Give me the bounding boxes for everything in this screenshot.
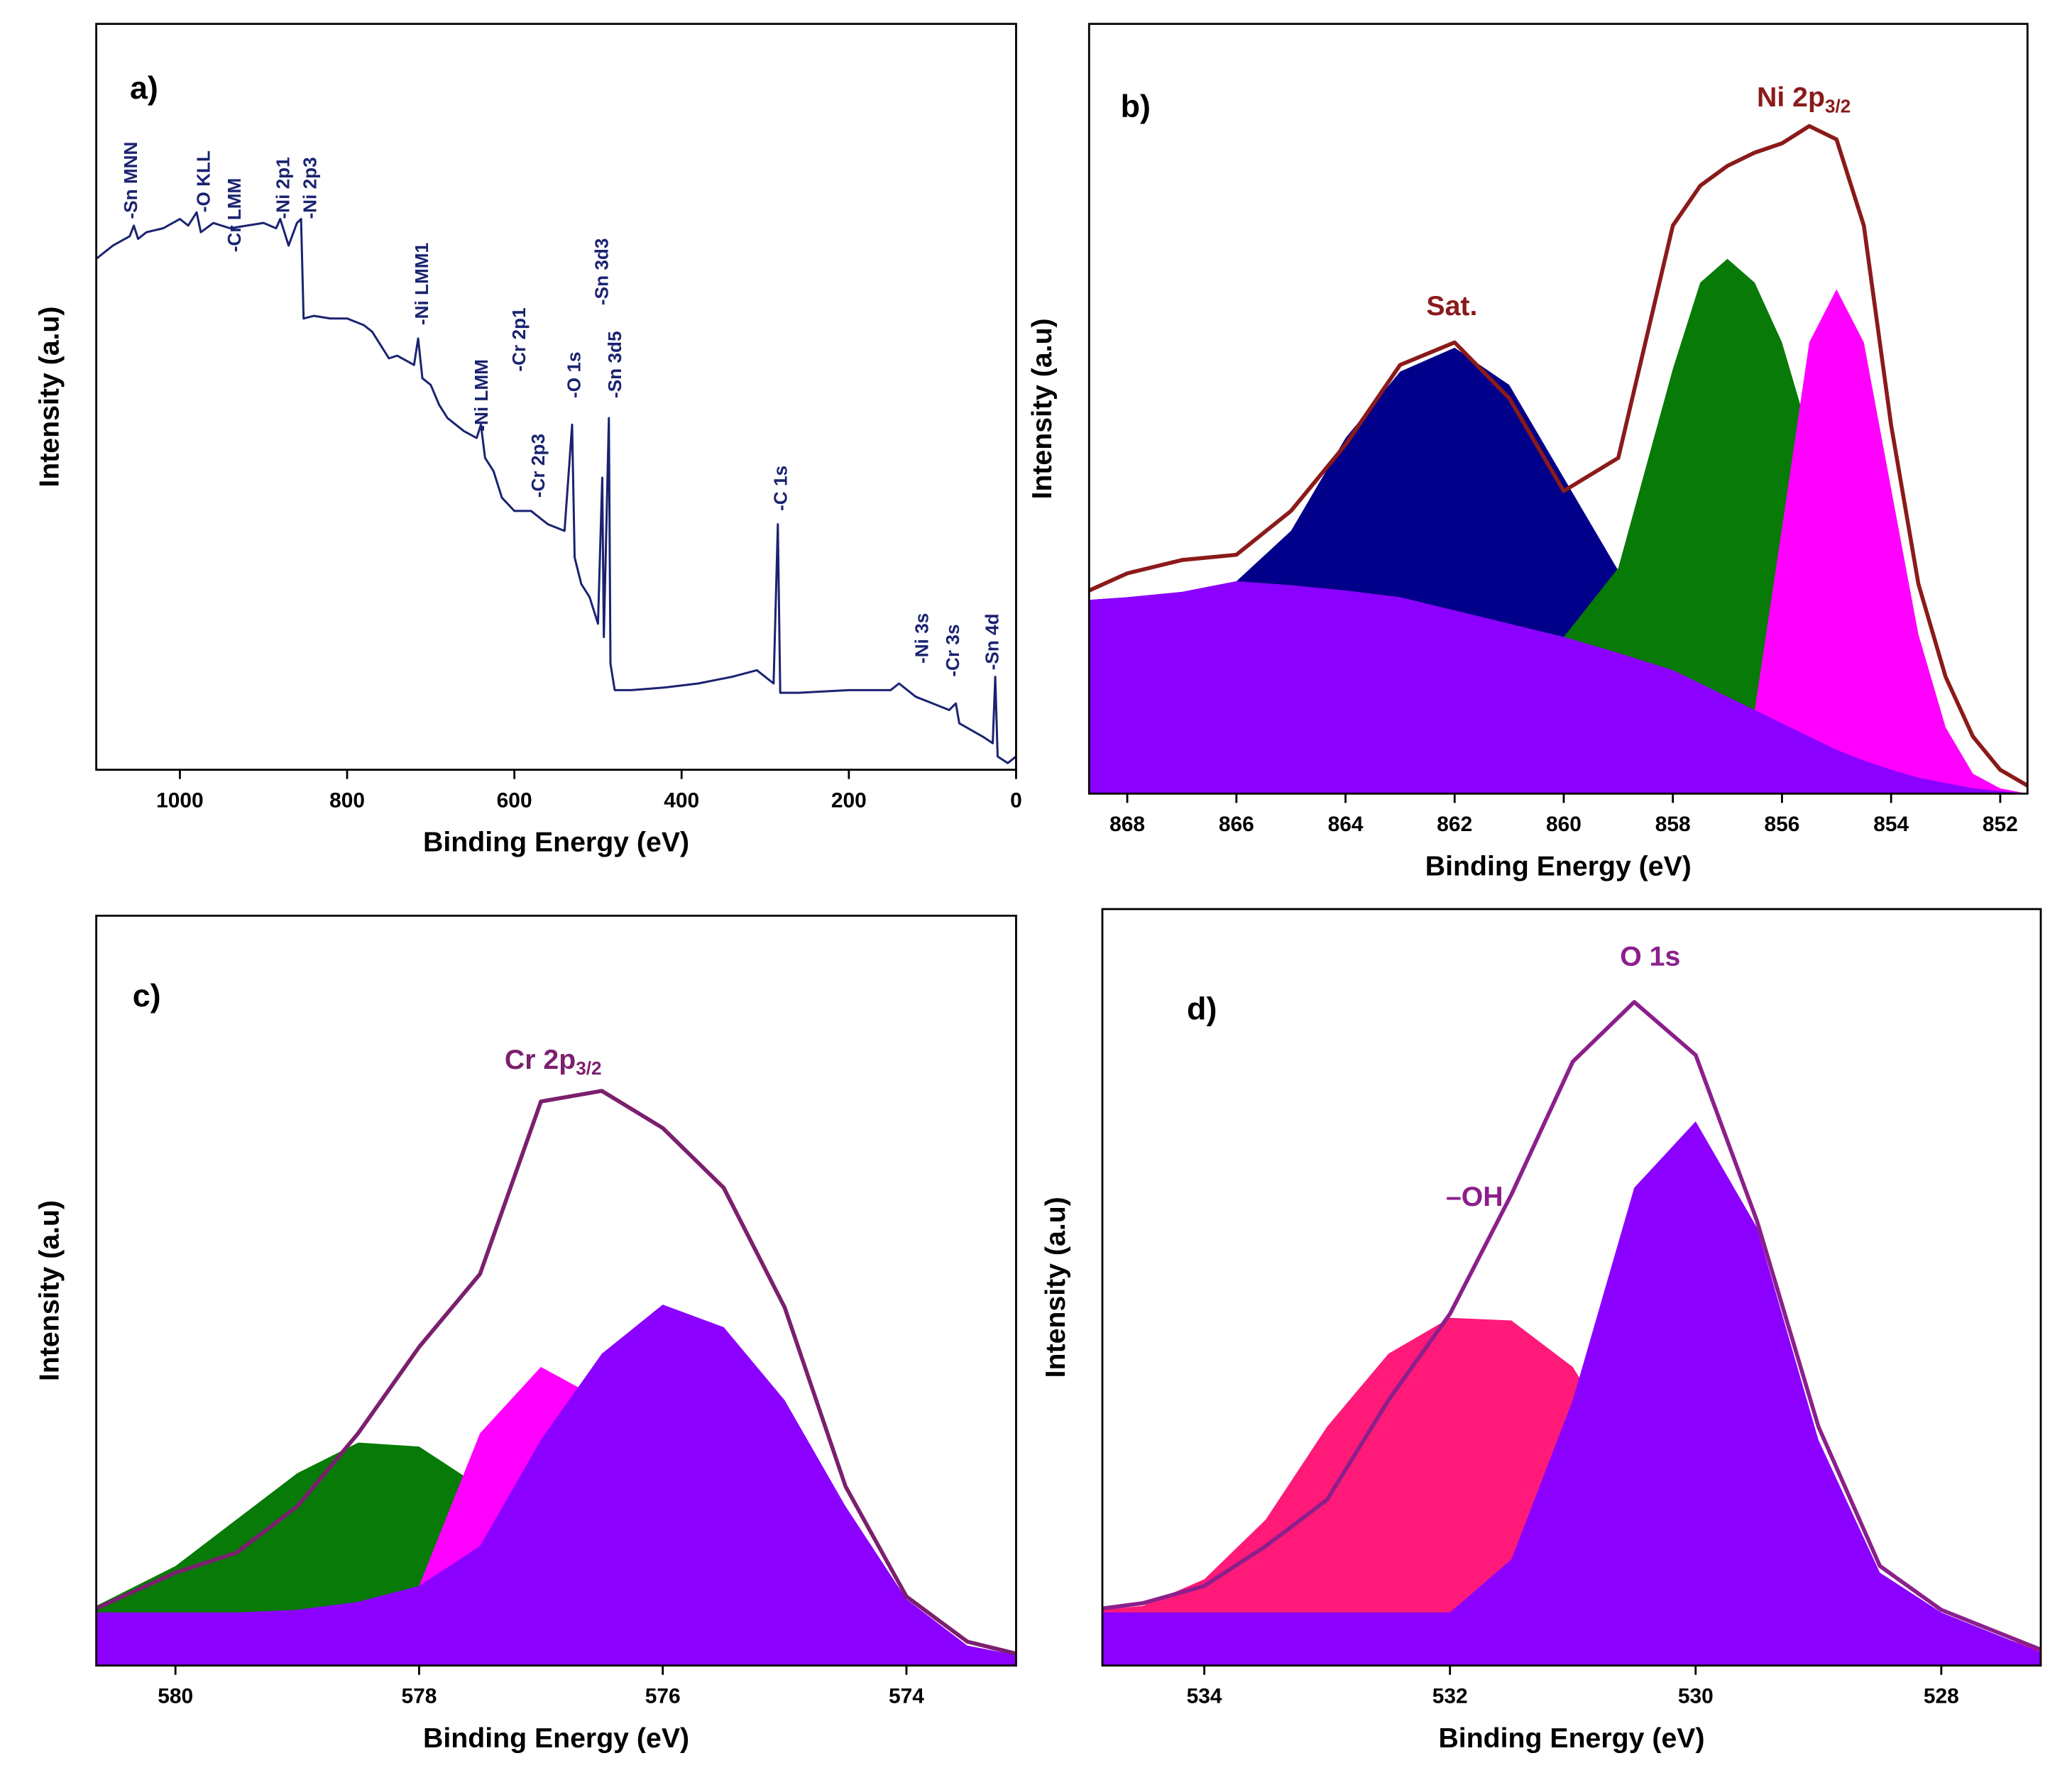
peak-label-sub: 3/2 (1825, 95, 1851, 116)
x-tick-label: 864 (1328, 813, 1364, 836)
x-tick-label: 0 (1010, 789, 1022, 812)
panel-label: d) (1187, 991, 1217, 1027)
plot-frame (1101, 908, 2042, 1667)
x-tick-label: 856 (1764, 813, 1799, 836)
plot-frame (95, 914, 1017, 1667)
area (1089, 581, 2028, 794)
peak-label: Ni 2p3/2 (1757, 82, 1851, 117)
peak-label: -Ni LMM1 (411, 243, 432, 325)
x-tick-label: 860 (1546, 813, 1582, 836)
line (95, 211, 1017, 764)
x-tick-label: 868 (1109, 813, 1145, 836)
line (1088, 123, 2029, 788)
x-tick-label: 600 (497, 789, 532, 812)
x-tick-label: 200 (831, 789, 867, 812)
peak-label: Cr 2p3/2 (505, 1044, 602, 1079)
peak-label: -Sn 3d3 (591, 238, 612, 305)
peak-label: Sat. (1426, 290, 1477, 322)
x-tick-label: 578 (401, 1684, 437, 1708)
plot-frame (1087, 23, 2029, 795)
peak-label: -Cr LMM (224, 178, 245, 253)
peak-label-sub: 3/2 (576, 1058, 601, 1079)
x-axis-label: Binding Energy (eV) (1438, 1723, 1704, 1754)
peak-label: -Cr 3s (942, 625, 963, 677)
panel-label: a) (130, 70, 158, 106)
x-tick-label: 532 (1432, 1684, 1468, 1708)
peak-label: -Ni 2p3 (299, 157, 320, 219)
x-tick-label: 800 (329, 789, 365, 812)
peak-label: –OH (1446, 1181, 1503, 1212)
x-tick-label: 852 (1983, 813, 2018, 836)
area (96, 1305, 1016, 1666)
y-axis-label: Intensity (a.u) (1040, 1197, 1071, 1378)
panel-label: c) (133, 977, 161, 1014)
y-axis-label: Intensity (a.u) (33, 1200, 65, 1381)
x-tick-label: 530 (1678, 1684, 1714, 1708)
peak-label: O 1s (1620, 940, 1680, 972)
x-tick-label: 854 (1873, 813, 1909, 836)
x-tick-label: 400 (664, 789, 699, 812)
x-axis-label: Binding Energy (eV) (423, 1723, 689, 1754)
peak-label-main: Ni 2p (1757, 82, 1825, 114)
peak-label: -Cr 2p1 (508, 307, 530, 371)
x-tick-label: 534 (1187, 1684, 1222, 1708)
peak-label: -Ni LMM (471, 359, 492, 432)
peak-label: -Sn MNN (120, 142, 141, 219)
peak-label: -O 1s (564, 352, 585, 398)
peak-label: -O KLL (193, 150, 214, 212)
line (95, 1089, 1017, 1656)
x-tick-label: 858 (1655, 813, 1691, 836)
peak-label: -Ni 2p1 (273, 157, 294, 219)
peak-label-main: Cr 2p (505, 1044, 576, 1075)
peak-label: -Ni 3s (911, 613, 933, 664)
plot-frame (95, 23, 1017, 771)
x-tick-label: 580 (158, 1684, 193, 1708)
peak-label: -Sn 3d5 (604, 331, 625, 397)
x-tick-label: 528 (1924, 1684, 1959, 1708)
x-tick-label: 576 (645, 1684, 681, 1708)
x-axis-label: Binding Energy (eV) (423, 827, 689, 858)
x-axis-label: Binding Energy (eV) (1425, 850, 1692, 881)
x-tick-label: 574 (889, 1684, 924, 1708)
peak-label: -C 1s (770, 466, 791, 511)
y-axis-label: Intensity (a.u) (1026, 318, 1058, 499)
peak-label: -Sn 4d (982, 613, 1003, 670)
x-tick-label: 866 (1219, 813, 1254, 836)
line (1102, 999, 2042, 1652)
peak-label: -Cr 2p3 (527, 434, 549, 498)
x-tick-label: 1000 (156, 789, 204, 812)
panel-label: b) (1121, 88, 1151, 124)
area (1102, 1121, 2041, 1666)
x-tick-label: 862 (1437, 813, 1472, 836)
y-axis-label: Intensity (a.u) (33, 307, 65, 488)
